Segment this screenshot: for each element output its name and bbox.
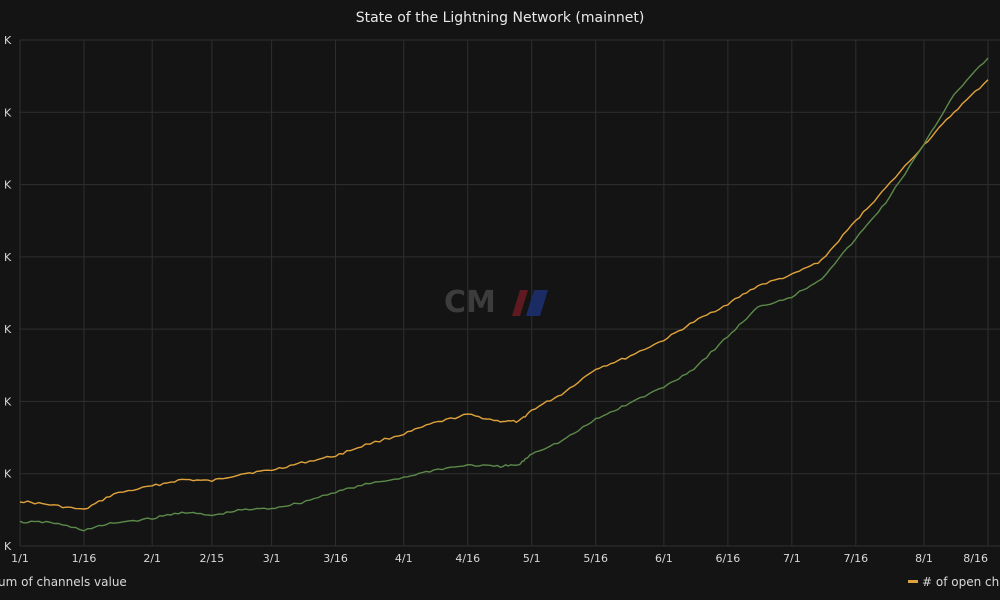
cm-watermark-logo: CM <box>444 285 548 320</box>
x-tick-label: 4/1 <box>395 552 413 565</box>
y-tick-label: K <box>4 34 12 47</box>
chart-series <box>19 57 989 532</box>
x-tick-label: 2/1 <box>143 552 161 565</box>
x-tick-label: 5/16 <box>583 552 608 565</box>
x-tick-label: 4/16 <box>455 552 480 565</box>
y-tick-label: K <box>4 395 12 408</box>
watermark-blue-mark <box>526 290 548 316</box>
legend-item-channels-value[interactable]: um of channels value <box>0 575 127 589</box>
y-tick-label: K <box>4 323 12 336</box>
x-tick-label: 3/16 <box>323 552 348 565</box>
y-axis-labels: K K K K K K K K <box>4 34 12 553</box>
x-tick-label: 5/1 <box>523 552 541 565</box>
x-axis-labels: 1/1 1/16 2/1 2/15 3/1 3/16 4/1 4/16 5/1 5/16 6/1 6/… <box>11 552 988 565</box>
y-tick-label: K <box>4 540 12 553</box>
x-tick-label: 2/15 <box>200 552 225 565</box>
x-tick-label: 7/16 <box>843 552 868 565</box>
y-tick-label: K <box>4 251 12 264</box>
chart-grid <box>19 39 1000 547</box>
x-tick-label: 6/16 <box>716 552 741 565</box>
x-tick-label: 7/1 <box>783 552 801 565</box>
x-tick-label: 8/16 <box>963 552 988 565</box>
x-tick-label: 1/1 <box>11 552 29 565</box>
legend-label-channels-value: um of channels value <box>0 575 127 589</box>
x-tick-label: 3/1 <box>263 552 281 565</box>
watermark-text: CM <box>444 285 496 320</box>
series-line-open-channels <box>19 79 989 510</box>
series-line-channels-value <box>19 57 989 532</box>
x-tick-label: 8/1 <box>915 552 933 565</box>
x-tick-label: 6/1 <box>655 552 673 565</box>
y-tick-label: K <box>4 468 12 481</box>
watermark-red-mark <box>512 290 528 316</box>
x-tick-label: 1/16 <box>72 552 97 565</box>
legend-item-open-channels[interactable]: # of open cha <box>908 575 1000 589</box>
legend-swatch-open-channels <box>908 580 918 583</box>
chart-title: State of the Lightning Network (mainnet) <box>355 10 645 26</box>
y-tick-label: K <box>4 179 12 192</box>
y-tick-label: K <box>4 106 12 119</box>
legend-label-open-channels: # of open cha <box>922 575 1000 589</box>
